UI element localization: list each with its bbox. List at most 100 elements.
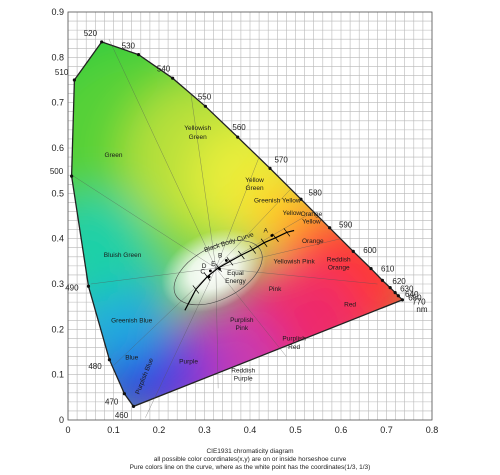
wavelength-marker: [388, 286, 392, 290]
illuminant-label: D: [202, 263, 207, 270]
wavelength-label: 550: [198, 92, 212, 101]
region-boundary-line: [215, 267, 378, 285]
region-boundary-line: [108, 39, 217, 269]
illuminant-label: E: [211, 261, 216, 268]
region-label: Purple: [234, 376, 253, 383]
region-label: Reddish: [327, 256, 351, 263]
wavelength-label: 600: [363, 246, 377, 255]
wavelength-marker: [400, 298, 405, 302]
white-region-ellipse: [173, 240, 263, 306]
blackbody-isotherm: [215, 263, 222, 272]
region-label: Pink: [269, 286, 282, 293]
region-label: Orange: [302, 238, 324, 245]
region-label: Green: [246, 185, 264, 192]
blackbody-isotherm: [203, 272, 211, 281]
wavelength-label: 520: [84, 29, 98, 38]
wavelength-label: 480: [88, 362, 102, 371]
region-boundary-line: [90, 267, 216, 285]
wavelength-marker: [203, 104, 208, 108]
region-boundary-line: [145, 268, 217, 418]
blackbody-isotherm: [260, 238, 268, 247]
illuminant-marker: [218, 267, 221, 271]
region-label: Red: [288, 344, 300, 351]
wavelength-label: 560: [232, 123, 246, 132]
region-label: Equal: [227, 270, 244, 277]
region-label: Greenish Yellow: [254, 197, 301, 204]
region-boundary-line: [215, 267, 287, 357]
x-tick-label: 0.3: [198, 425, 211, 435]
y-tick-label: 0.2: [51, 324, 64, 334]
y-tick-label: 0.7: [51, 98, 64, 108]
wavelength-marker: [122, 392, 127, 396]
y-tick-label: 0.3: [51, 279, 64, 289]
wavelength-unit: nm: [416, 305, 427, 314]
region-label: Greenish Blue: [111, 318, 153, 325]
region-label: Purplish: [230, 317, 254, 324]
wavelength-label: 470: [105, 398, 119, 407]
wavelength-label: 610: [381, 265, 395, 274]
wavelength-marker: [393, 291, 397, 295]
spectral-locus: [70, 41, 404, 408]
y-tick-label: 0: [59, 415, 64, 425]
wavelength-label: 630: [400, 285, 414, 294]
caption-line-2: all possible color coordinates(x,y) are …: [153, 456, 347, 463]
wavelength-label: 490: [65, 284, 79, 293]
wavelength-label: 500: [50, 167, 64, 176]
region-label: Green: [189, 134, 207, 141]
illuminant-marker: [207, 275, 211, 279]
blackbody-isotherm: [192, 285, 200, 294]
region-label: Pink: [235, 325, 248, 332]
region-boundary-line: [113, 267, 217, 366]
caption-line-1: CIE1931 chromaticity diagram: [206, 448, 294, 455]
axes: 0 0.1 0.2 0.3 0.4 0.5 0.6 0.7 0.8 0 0.1 0.2 0.3 0.4 0.…: [51, 7, 438, 435]
x-tick-label: 0.2: [153, 425, 166, 435]
illuminant-marker: [224, 259, 228, 262]
wavelength-marker: [136, 53, 141, 57]
region-label: Energy: [225, 278, 246, 285]
region-boundary-line: [215, 268, 219, 389]
wavelength-marker: [236, 135, 240, 139]
wavelength-label: 580: [309, 189, 323, 198]
region-label: Purplish: [282, 336, 306, 343]
color-gamut: [71, 41, 403, 407]
region-label: Yellowish Pink: [273, 259, 315, 266]
wavelength-label: 650: [408, 293, 422, 302]
region-boundary-line: [215, 156, 260, 269]
y-tick-label: 0.9: [51, 7, 64, 17]
illuminant-marker: [270, 234, 274, 237]
wavelength-marker: [351, 249, 355, 253]
wavelength-marker: [268, 166, 272, 170]
wavelength-marker: [70, 174, 74, 178]
wavelength-label: 620: [392, 277, 406, 286]
wavelength-marker: [107, 358, 112, 362]
wavelength-marker: [328, 226, 332, 230]
region-label: Bluish Green: [104, 252, 142, 259]
x-tick-label: 0.1: [107, 425, 120, 435]
wavelength-label: 540: [157, 64, 171, 73]
region-label: Red: [344, 302, 356, 309]
region-boundaries: [70, 39, 404, 418]
region-label: Yellow: [283, 210, 302, 217]
region-boundary-line: [215, 188, 292, 269]
wavelength-marker: [369, 266, 373, 271]
region-boundary-line: [71, 174, 217, 269]
region-boundary-line: [190, 93, 217, 269]
wavelength-marker: [171, 76, 175, 80]
wavelength-label: 460: [115, 411, 129, 420]
region-label: Orange: [328, 264, 350, 271]
y-tick-label: 0.8: [51, 52, 64, 62]
wavelength-label: 510: [55, 68, 69, 77]
wavelength-label: 590: [339, 220, 353, 229]
region-label: Purple: [179, 358, 198, 365]
blackbody-isotherm: [283, 228, 291, 237]
wavelength-marker: [86, 284, 91, 288]
x-tick-label: 0.7: [380, 425, 393, 435]
x-tick-label: 0.5: [289, 425, 302, 435]
wavelength-marker: [380, 278, 385, 282]
blackbody-isotherm: [238, 250, 245, 260]
plot-frame: [67, 11, 433, 421]
region-label: Yellow: [245, 177, 264, 184]
wavelength-marker: [131, 404, 136, 408]
